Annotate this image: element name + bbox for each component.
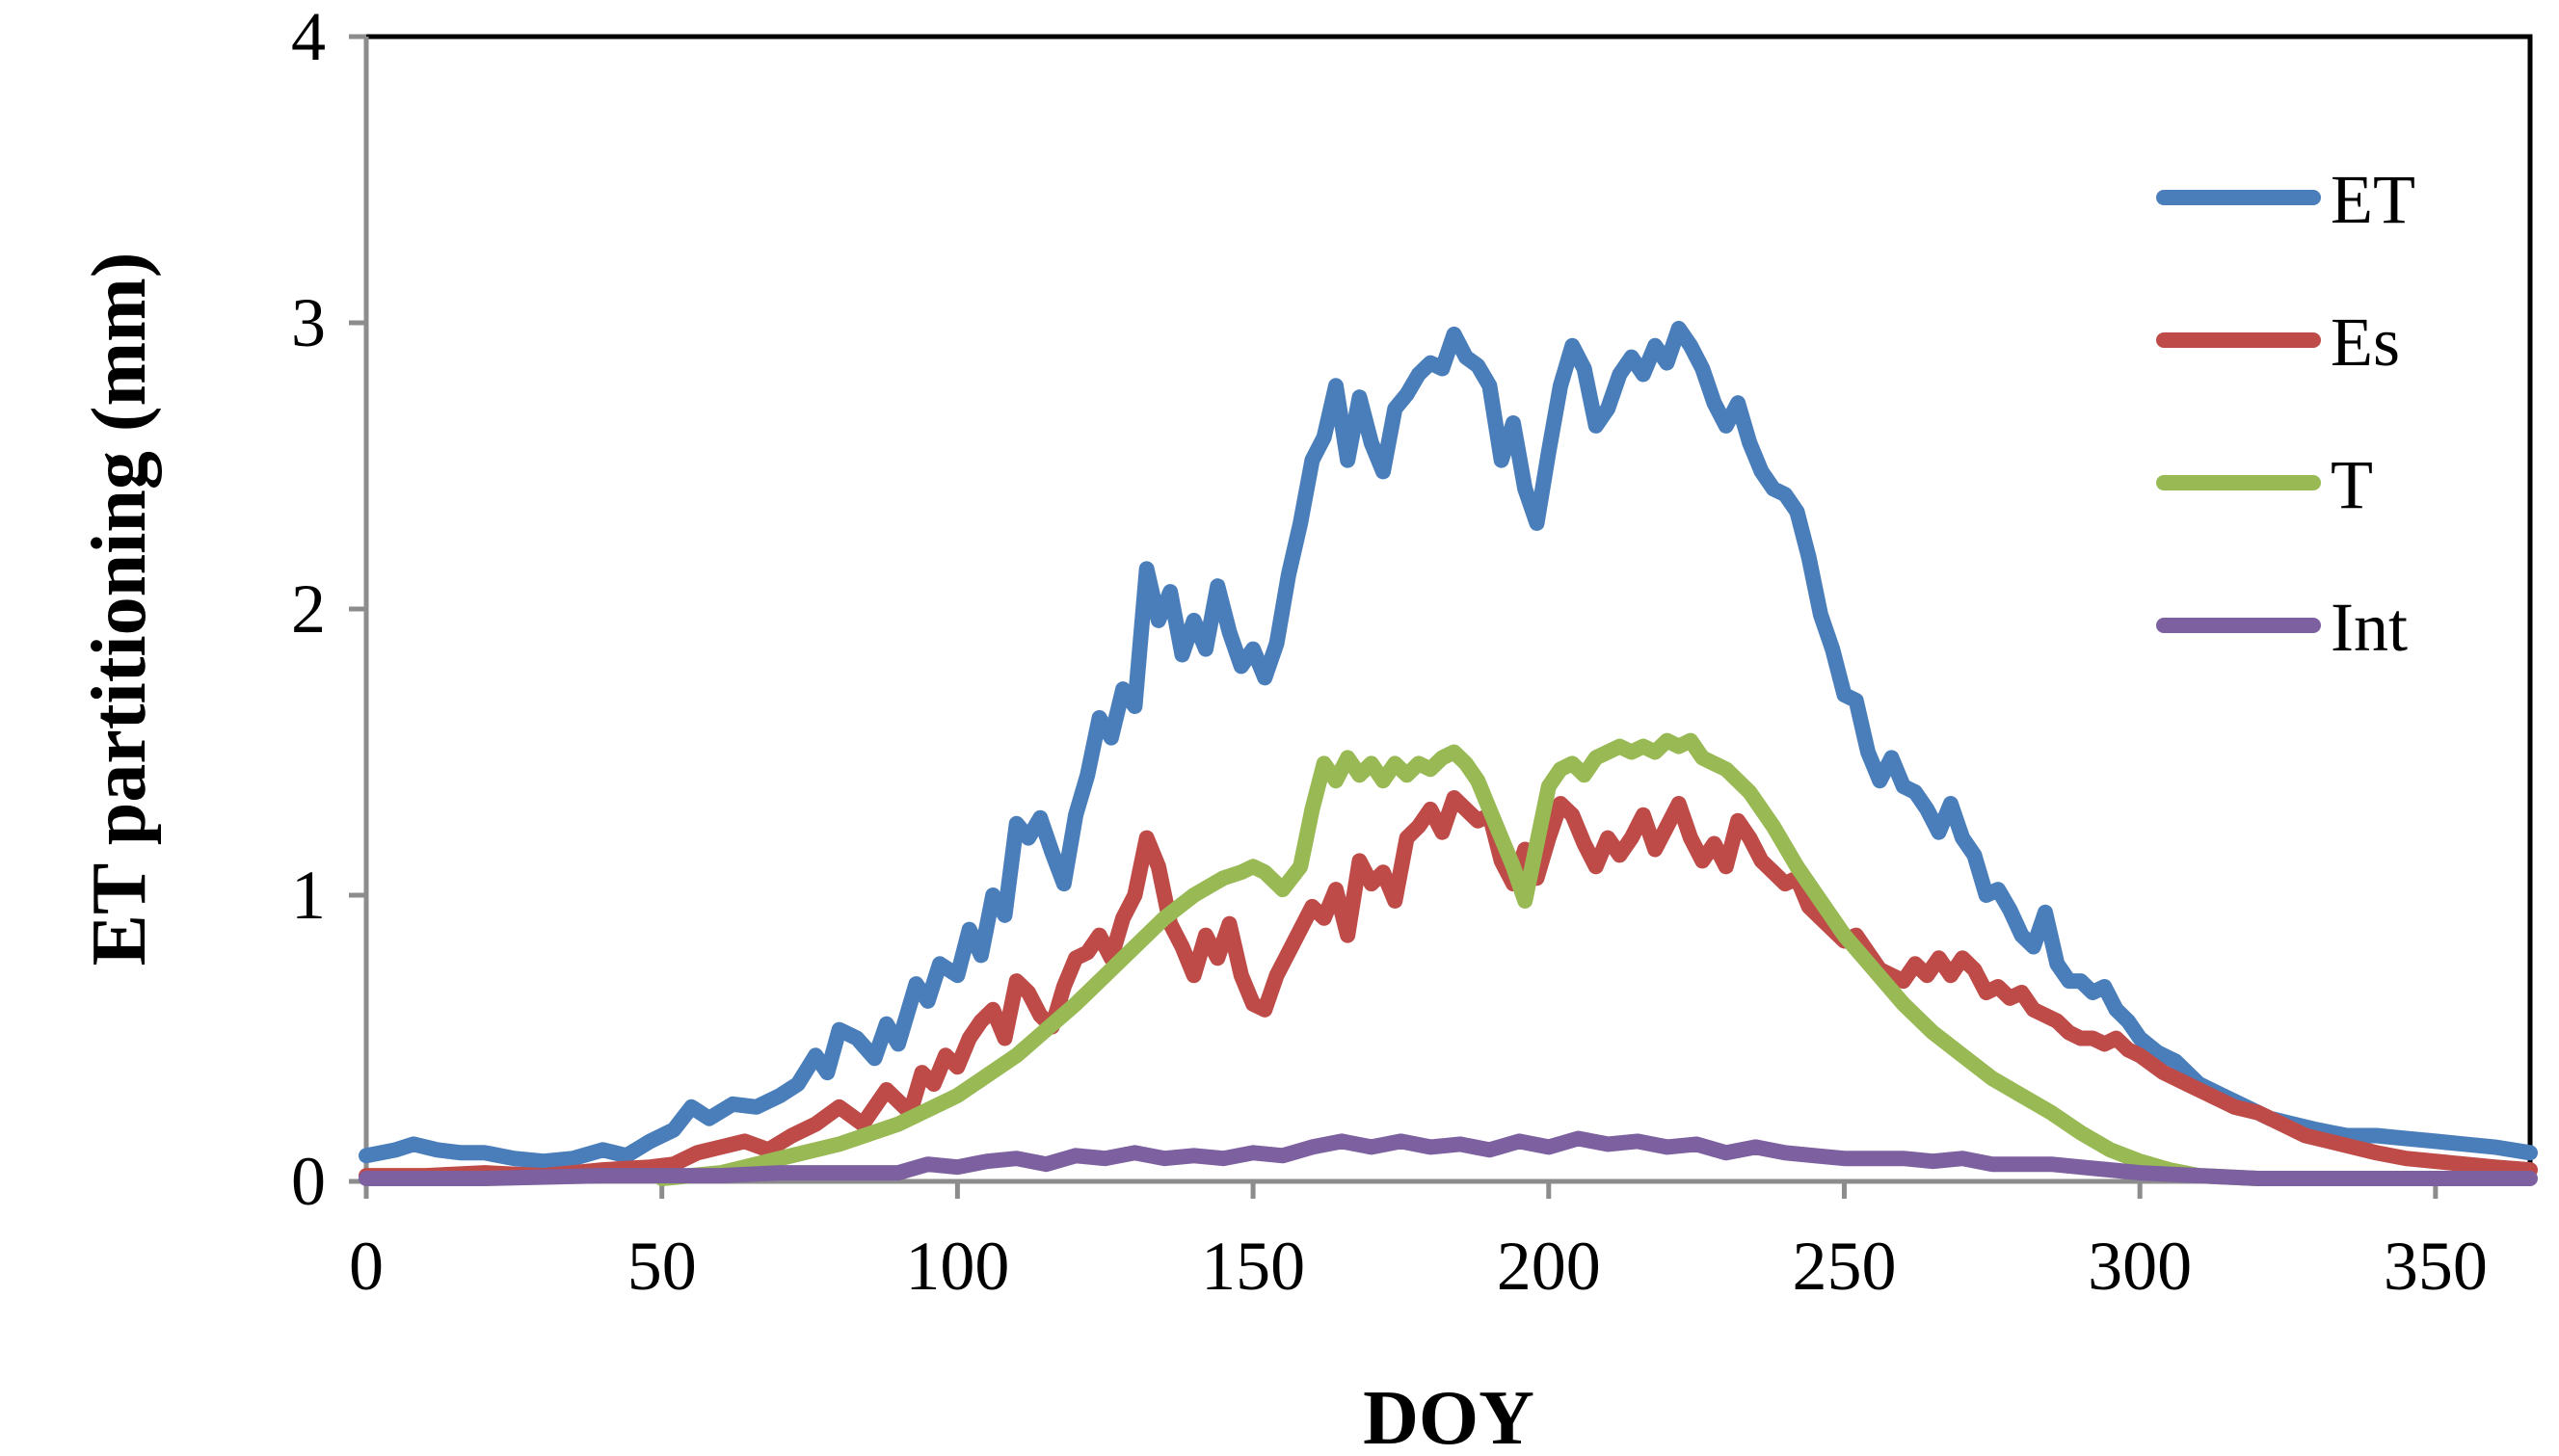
x-tick-label: 200 — [1497, 1228, 1601, 1305]
legend-label-t: T — [2331, 446, 2373, 523]
x-tick-label: 0 — [349, 1228, 384, 1305]
y-tick-label: 2 — [291, 570, 326, 648]
series-line-int — [359, 1130, 2538, 1186]
x-axis-title: DOY — [1363, 1376, 1534, 1456]
series-line-et — [359, 320, 2538, 1170]
y-tick-label: 1 — [291, 857, 326, 934]
x-tick-label: 50 — [627, 1228, 697, 1305]
x-tick-label: 100 — [905, 1228, 1009, 1305]
y-tick-label: 0 — [291, 1143, 326, 1220]
legend-label-es: Es — [2331, 304, 2400, 381]
series-layer — [359, 320, 2538, 1186]
axes: 0 1 2 3 4 0 50 100 150 200 250 300 350 — [291, 0, 2530, 1305]
legend: ET Es T Int — [2156, 161, 2415, 666]
legend-label-et: ET — [2331, 161, 2415, 238]
x-tick-label: 150 — [1201, 1228, 1305, 1305]
series-line-t — [653, 732, 2266, 1186]
plot-area-frame — [363, 34, 2533, 1184]
legend-label-int: Int — [2331, 589, 2408, 666]
x-tick-label: 250 — [1792, 1228, 1896, 1305]
y-tick-label: 3 — [291, 284, 326, 361]
y-tick-label: 4 — [291, 0, 326, 75]
x-tick-label: 300 — [2088, 1228, 2192, 1305]
x-tick-label: 350 — [2384, 1228, 2488, 1305]
y-axis-title: ET partitioning (mm) — [77, 252, 162, 966]
